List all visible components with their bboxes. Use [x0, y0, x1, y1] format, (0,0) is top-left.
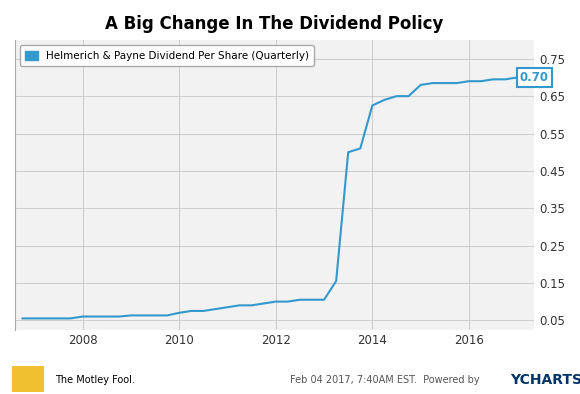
Text: YCHARTS: YCHARTS	[510, 373, 580, 387]
Legend: Helmerich & Payne Dividend Per Share (Quarterly): Helmerich & Payne Dividend Per Share (Qu…	[20, 45, 314, 66]
Text: Feb 04 2017, 7:40AM EST.  Powered by: Feb 04 2017, 7:40AM EST. Powered by	[290, 375, 483, 385]
Text: 0.70: 0.70	[520, 71, 549, 84]
Title: A Big Change In The Dividend Policy: A Big Change In The Dividend Policy	[106, 15, 444, 33]
Text: The Motley Fool.: The Motley Fool.	[55, 375, 135, 385]
